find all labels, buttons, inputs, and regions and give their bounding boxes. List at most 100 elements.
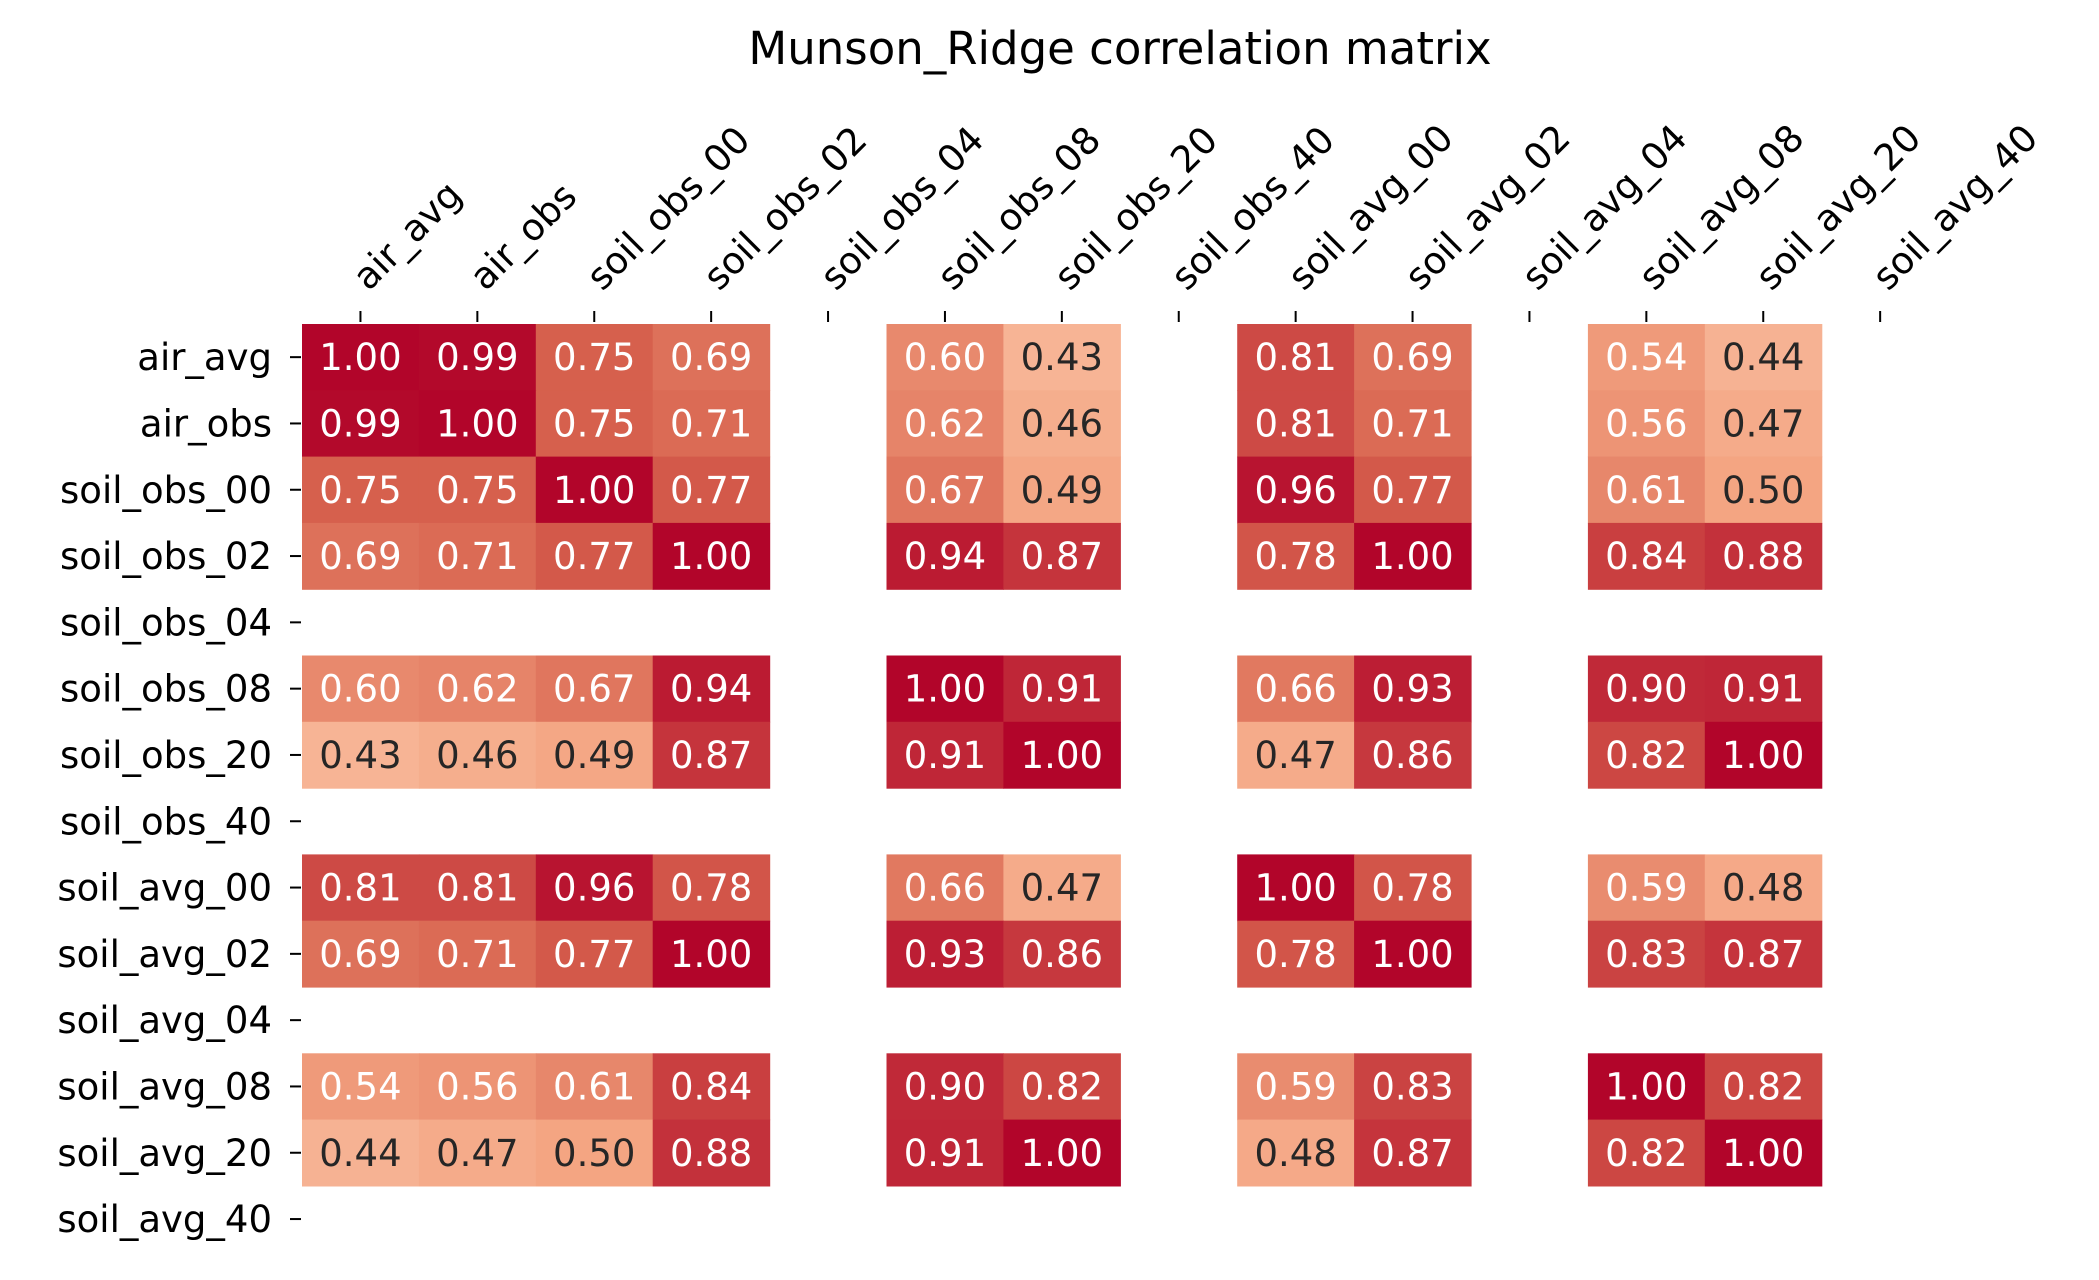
cell-value-label: 0.43 <box>319 734 401 777</box>
cell-value-label: 0.71 <box>436 933 518 976</box>
heatmap-cell <box>302 721 420 789</box>
heatmap-cell <box>886 324 1004 391</box>
cell-value-label: 0.43 <box>1021 336 1103 379</box>
heatmap-cell <box>535 920 654 988</box>
heatmap-cell <box>1354 655 1472 723</box>
cell-value-label: 0.67 <box>904 469 986 512</box>
cell-value-label: 0.87 <box>1722 933 1804 976</box>
heatmap-cell <box>418 1119 537 1187</box>
heatmap-cell <box>1354 854 1472 922</box>
heatmap-cell <box>302 390 420 458</box>
cell-value-label: 1.00 <box>436 402 518 445</box>
cell-value-label: 0.56 <box>436 1065 518 1108</box>
heatmap-cell <box>535 324 654 391</box>
cell-value-label: 0.60 <box>904 336 986 379</box>
heatmap-cell <box>1587 522 1706 590</box>
cell-value-label: 0.91 <box>904 1132 986 1175</box>
heatmap-cell <box>302 655 420 723</box>
cell-value-label: 0.69 <box>1371 336 1453 379</box>
heatmap-cell <box>418 522 537 590</box>
heatmap-cell <box>1587 390 1706 458</box>
heatmap-cell <box>1237 655 1355 723</box>
cell-value-label: 0.93 <box>904 933 986 976</box>
cell-value-label: 0.67 <box>553 668 635 711</box>
heatmap-cell <box>1704 854 1823 922</box>
cell-value-label: 1.00 <box>319 336 401 379</box>
heatmap-cell <box>1237 456 1355 524</box>
y-tick-label: soil_obs_02 <box>60 535 272 578</box>
cell-value-label: 0.47 <box>1254 734 1336 777</box>
heatmap-cell <box>535 721 654 789</box>
heatmap-cell <box>418 920 537 988</box>
heatmap-cell <box>1003 522 1121 590</box>
heatmap-cell <box>302 920 420 988</box>
y-tick-label: soil_obs_20 <box>60 734 272 777</box>
x-axis-ticks: air_avgair_obssoil_obs_00soil_obs_02soil… <box>344 116 2046 322</box>
cell-value-label: 0.87 <box>1021 535 1103 578</box>
heatmap-cell <box>1237 854 1355 922</box>
y-tick-label: soil_avg_08 <box>57 1065 272 1108</box>
cell-value-label: 0.81 <box>319 867 401 910</box>
heatmap-cell <box>1354 721 1472 789</box>
cell-value-label: 0.94 <box>670 668 752 711</box>
heatmap-cell <box>1587 1119 1706 1187</box>
heatmap-cell <box>886 854 1004 922</box>
cell-value-label: 0.75 <box>436 469 518 512</box>
heatmap-cell <box>535 456 654 524</box>
cell-value-label: 0.62 <box>436 668 518 711</box>
cell-value-label: 0.78 <box>670 867 752 910</box>
cell-value-label: 0.91 <box>904 734 986 777</box>
cell-value-label: 0.91 <box>1021 668 1103 711</box>
heatmap-cell <box>652 1053 771 1121</box>
y-tick-label: soil_avg_02 <box>57 933 272 976</box>
heatmap-cell <box>652 324 771 391</box>
heatmap-cell <box>1003 721 1121 789</box>
cell-value-label: 0.49 <box>1021 469 1103 512</box>
cell-value-label: 0.47 <box>436 1132 518 1175</box>
cell-value-label: 1.00 <box>670 535 752 578</box>
cell-value-label: 1.00 <box>1722 734 1804 777</box>
cell-value-label: 0.90 <box>904 1065 986 1108</box>
heatmap-cell <box>886 522 1004 590</box>
cell-value-label: 0.60 <box>319 668 401 711</box>
heatmap-cell <box>886 1119 1004 1187</box>
y-tick-label: air_obs <box>140 402 272 445</box>
heatmap-cell <box>535 854 654 922</box>
heatmap-cell <box>652 456 771 524</box>
heatmap-cell <box>1704 1053 1823 1121</box>
cell-value-label: 0.83 <box>1605 933 1687 976</box>
heatmap-cell <box>886 655 1004 723</box>
heatmap-cell <box>1354 920 1472 988</box>
heatmap-cell <box>1237 721 1355 789</box>
chart-title: Munson_Ridge correlation matrix <box>748 22 1491 75</box>
y-tick-label: soil_avg_20 <box>57 1132 272 1175</box>
cell-value-label: 0.59 <box>1254 1065 1336 1108</box>
heatmap-cell <box>1003 456 1121 524</box>
heatmap-cell <box>418 721 537 789</box>
heatmap-cell <box>418 390 537 458</box>
heatmap-cell <box>1237 390 1355 458</box>
cell-value-label: 0.87 <box>670 734 752 777</box>
heatmap-cell <box>1704 1119 1823 1187</box>
y-tick-label: soil_obs_04 <box>60 601 272 644</box>
cell-value-label: 0.48 <box>1722 867 1804 910</box>
heatmap-cell <box>302 854 420 922</box>
cell-value-label: 0.88 <box>1722 535 1804 578</box>
cell-value-label: 0.90 <box>1605 668 1687 711</box>
cell-value-label: 0.44 <box>319 1132 401 1175</box>
cell-value-label: 0.71 <box>436 535 518 578</box>
cell-value-label: 0.48 <box>1254 1132 1336 1175</box>
heatmap-cell <box>652 390 771 458</box>
cell-value-label: 0.82 <box>1021 1065 1103 1108</box>
cell-value-label: 0.66 <box>1254 668 1336 711</box>
heatmap-cell <box>886 920 1004 988</box>
cell-value-label: 0.78 <box>1254 535 1336 578</box>
heatmap-cell <box>535 1119 654 1187</box>
cell-value-label: 0.77 <box>670 469 752 512</box>
cell-value-label: 0.62 <box>904 402 986 445</box>
cell-value-label: 0.78 <box>1254 933 1336 976</box>
heatmap-cell <box>535 522 654 590</box>
heatmap-cell <box>302 324 420 391</box>
